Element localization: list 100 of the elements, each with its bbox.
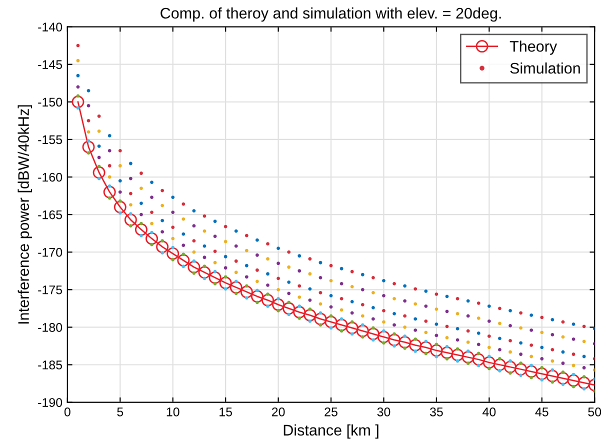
point [476,352,480,356]
point [540,330,544,334]
legend-label: Theory [510,40,558,55]
point [304,308,316,322]
point [140,172,143,175]
point [424,319,428,323]
point [256,268,259,272]
point [519,352,523,356]
point [434,322,438,326]
point [298,284,302,288]
point [244,275,248,279]
point [287,250,291,254]
point [582,324,586,328]
point [498,348,502,352]
point [219,276,232,290]
point [409,338,422,352]
y-tick-label: -145 [38,60,62,70]
point [266,242,270,246]
point [530,354,534,358]
point [403,326,407,329]
point [360,323,364,327]
point [550,348,554,352]
point [224,266,228,270]
point [487,366,491,370]
point [519,341,523,345]
point [244,234,248,238]
point [382,294,386,298]
point [329,278,333,282]
point [540,378,544,382]
point [371,276,375,280]
point [487,334,491,338]
point [97,144,101,148]
point [182,244,186,248]
point [276,276,280,280]
point [350,270,354,274]
point [350,284,354,288]
point [192,259,196,263]
point [366,328,380,340]
point [414,328,418,332]
x-tick-label: 10 [166,407,180,416]
point [118,164,122,168]
point [466,350,470,353]
y-tick-label: -180 [38,323,62,332]
point [493,358,506,371]
point [582,387,586,390]
point [451,348,464,362]
point [340,308,344,312]
point [276,288,280,292]
point [445,336,449,340]
point [128,212,132,216]
point [76,106,80,110]
point [340,317,344,321]
point [188,260,200,274]
point [287,300,291,304]
point [266,283,270,287]
point [567,374,580,387]
point [420,341,432,354]
y-tick-label: -140 [38,22,62,32]
point [287,280,291,284]
y-tick-label: -155 [38,135,62,144]
point [314,312,327,326]
point [182,264,186,268]
point [360,335,364,339]
point [171,236,175,240]
point [118,211,122,215]
point [256,300,259,304]
point [108,184,112,188]
point [224,275,228,279]
point [276,296,280,300]
point [508,308,512,312]
point [360,302,364,306]
point [392,296,396,300]
point [466,340,470,344]
point [403,346,407,350]
y-tick-label: -170 [38,248,62,257]
point [224,240,228,244]
point [578,376,590,390]
point [198,266,211,279]
point [234,270,238,274]
point [424,330,428,334]
point [546,370,559,382]
point [350,311,354,315]
point [276,262,280,266]
point [550,318,554,322]
point [414,302,418,306]
point [308,298,312,302]
point [472,353,485,366]
point [556,372,570,385]
point [160,204,164,208]
point [371,317,375,321]
point [392,332,396,336]
point [208,271,222,284]
point [414,350,418,353]
point [371,326,375,330]
point [118,179,122,182]
point [476,342,480,346]
x-tick-label: 20 [272,407,285,416]
point [324,316,338,328]
point [561,370,565,374]
point [434,292,438,296]
